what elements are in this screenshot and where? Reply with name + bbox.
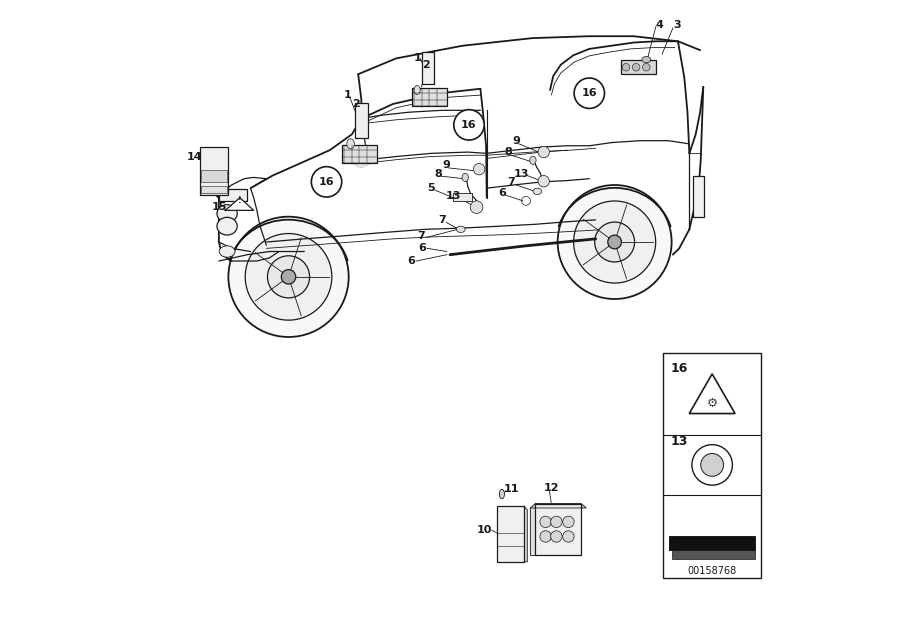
Ellipse shape [414,86,420,95]
Circle shape [311,167,342,197]
FancyBboxPatch shape [454,193,473,201]
Circle shape [267,256,310,298]
Polygon shape [530,504,536,555]
Polygon shape [689,374,735,413]
Circle shape [454,109,484,140]
Text: 5: 5 [428,183,435,193]
FancyBboxPatch shape [219,190,248,201]
Circle shape [622,64,630,71]
Text: !: ! [238,197,241,205]
FancyBboxPatch shape [201,170,227,182]
Circle shape [574,78,605,108]
Circle shape [551,516,562,528]
Text: 2: 2 [422,60,430,70]
Text: 16: 16 [461,120,477,130]
Circle shape [692,445,733,485]
FancyBboxPatch shape [536,504,581,555]
Text: 4: 4 [655,20,663,31]
Ellipse shape [533,188,542,195]
Ellipse shape [500,489,505,499]
Circle shape [229,217,348,337]
Polygon shape [530,504,586,508]
Circle shape [633,64,640,71]
Text: ⚙: ⚙ [706,397,718,410]
Text: 1: 1 [413,53,421,64]
FancyBboxPatch shape [355,102,368,137]
Circle shape [558,185,671,299]
Text: 6: 6 [498,188,506,198]
Text: 7: 7 [418,231,426,240]
FancyBboxPatch shape [201,186,227,193]
Text: 8: 8 [435,169,443,179]
Circle shape [608,235,622,249]
Circle shape [573,201,656,283]
Circle shape [551,531,562,542]
Circle shape [245,233,332,320]
Text: 3: 3 [673,20,680,31]
Circle shape [595,222,634,262]
Text: 15: 15 [212,202,227,212]
FancyBboxPatch shape [498,506,524,562]
Ellipse shape [530,156,536,165]
Circle shape [540,516,552,528]
Text: 13: 13 [670,435,688,448]
Text: 7: 7 [438,215,446,225]
Text: 10: 10 [477,525,492,535]
Ellipse shape [217,218,238,235]
Text: 2: 2 [353,99,360,109]
FancyBboxPatch shape [692,176,704,217]
Text: 6: 6 [418,244,426,253]
Ellipse shape [456,226,465,233]
Circle shape [538,146,549,158]
Circle shape [562,516,574,528]
Text: 13: 13 [446,191,461,202]
Text: 00158768: 00158768 [688,566,736,576]
Text: 9: 9 [442,160,450,170]
Circle shape [538,176,549,187]
Text: 16: 16 [581,88,597,98]
Text: 9: 9 [513,135,520,146]
FancyBboxPatch shape [421,52,434,84]
Text: 7: 7 [508,177,516,187]
Polygon shape [524,506,527,562]
Circle shape [540,531,552,542]
Text: 14: 14 [186,151,202,162]
Text: 11: 11 [504,484,519,494]
Text: 8: 8 [504,147,512,157]
Text: 12: 12 [544,483,559,493]
Polygon shape [225,198,254,211]
Ellipse shape [220,245,235,257]
FancyBboxPatch shape [672,550,754,558]
Ellipse shape [642,57,651,63]
Circle shape [562,531,574,542]
Circle shape [282,270,296,284]
Text: 16: 16 [319,177,334,187]
Text: 13: 13 [513,169,528,179]
FancyBboxPatch shape [412,88,446,106]
Circle shape [701,453,724,476]
Circle shape [471,201,483,214]
Ellipse shape [462,173,468,181]
Circle shape [643,64,650,71]
Circle shape [473,163,485,175]
FancyBboxPatch shape [621,60,656,74]
Ellipse shape [217,205,238,223]
FancyBboxPatch shape [669,536,754,550]
Text: 16: 16 [670,362,688,375]
FancyBboxPatch shape [342,145,377,163]
Ellipse shape [346,139,355,149]
Polygon shape [352,153,371,167]
FancyBboxPatch shape [200,147,229,195]
Text: 1: 1 [344,90,351,100]
Text: 6: 6 [407,256,415,266]
FancyBboxPatch shape [662,353,760,577]
